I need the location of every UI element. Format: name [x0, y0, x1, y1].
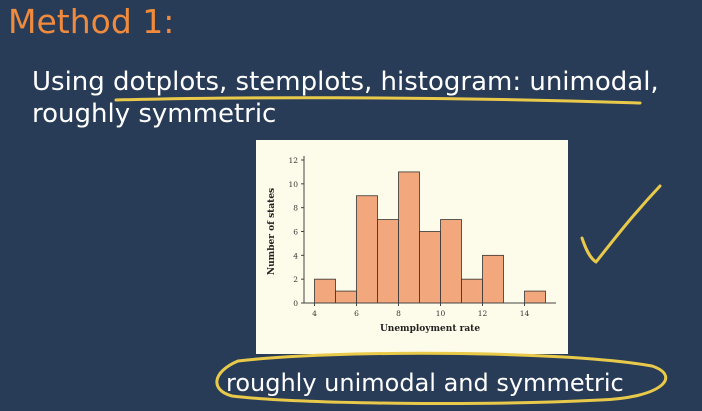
bullet-text: Using dotplots, stemplots, histogram: un… [32, 67, 659, 129]
x-tick-label: 8 [396, 309, 401, 318]
x-tick-label: 6 [354, 309, 359, 318]
histogram-bar [482, 254, 504, 304]
x-tick-label: 10 [436, 309, 446, 318]
x-tick-label: 14 [520, 309, 530, 318]
y-tick-label: 12 [288, 156, 298, 165]
histogram-bar [461, 278, 483, 304]
caption-text: roughly unimodal and symmetric [226, 369, 624, 397]
x-axis-label: Unemployment rate [380, 324, 480, 334]
y-tick-label: 6 [293, 228, 298, 237]
histogram-bar [440, 219, 462, 304]
x-tick-label: 12 [478, 309, 488, 318]
y-tick-label: 0 [293, 299, 298, 308]
histogram-bar [419, 231, 441, 304]
x-tick-label: 4 [312, 309, 317, 318]
histogram-bar [377, 219, 399, 304]
histogram-figure: 0 2 4 6 8 10 12 4 6 8 10 12 14 Unemployment rate Num… [256, 140, 568, 354]
checkmark-icon [580, 184, 662, 264]
histogram-bar [314, 278, 336, 304]
histogram-bar [356, 195, 378, 304]
y-axis-label: Number of states [267, 188, 277, 275]
histogram-chart: 0 2 4 6 8 10 12 4 6 8 10 12 14 Unemployment rate Num… [267, 156, 556, 334]
histogram-bar [524, 290, 546, 304]
slide-title: Method 1: [8, 2, 175, 41]
histogram-bar [398, 171, 420, 304]
y-tick-label: 10 [288, 180, 298, 189]
histogram-bar [335, 290, 357, 304]
y-tick-label: 4 [293, 251, 298, 260]
y-tick-label: 2 [293, 275, 298, 284]
y-tick-label: 8 [293, 204, 298, 213]
